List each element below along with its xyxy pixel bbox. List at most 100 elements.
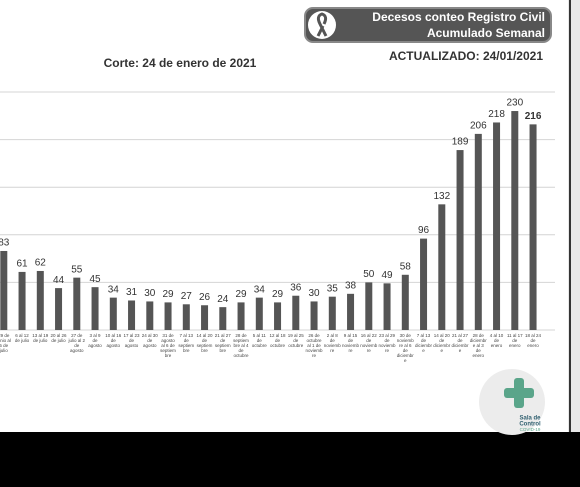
x-tick-label: 6 al 12 de julio (14, 333, 30, 343)
x-tick-label: 5 al 11 de octubre (251, 333, 267, 348)
x-tick-label: 30 de noviembre al 6 de diciembre (396, 333, 414, 363)
value-label: 62 (35, 258, 47, 269)
x-tick-label: 18 al 24 de enero (525, 333, 542, 348)
x-tick-label: 23 al 29 de noviembre (378, 333, 396, 353)
bar (36, 270, 44, 330)
bar (328, 296, 336, 330)
bar (109, 297, 117, 330)
cutoff-note: Corte: 24 de enero de 2021 (104, 56, 257, 70)
value-label: 29 (272, 289, 284, 300)
bar (219, 307, 227, 330)
x-tick-label: 13 al 19 de julio (32, 333, 49, 343)
x-tick-label: 12 al 18 de octubre (269, 333, 286, 348)
logo-circle (479, 369, 545, 435)
bar (383, 283, 391, 330)
bar (55, 288, 63, 330)
bar (493, 122, 501, 331)
logo-text: Control (519, 422, 541, 428)
x-tick-label: 29 de junio al 5 de julio (0, 333, 11, 353)
bar (0, 250, 8, 330)
value-label: 50 (363, 269, 375, 280)
value-label: 55 (71, 264, 83, 275)
bar (237, 302, 245, 330)
bar (511, 111, 519, 330)
bar (529, 124, 537, 330)
bar (456, 150, 464, 330)
x-tick-label: 14 al 20 de septiembre (196, 333, 213, 353)
value-label: 45 (89, 274, 101, 285)
bar (347, 293, 355, 330)
x-tick-label: 21 al 27 de septiembre (214, 333, 231, 353)
value-label: 49 (381, 270, 393, 281)
chart-subtitle: Acumulado Semanal (427, 26, 545, 40)
x-tick-label: 28 de diciembre al 3 de enero (469, 333, 487, 358)
value-label: 26 (199, 292, 211, 303)
value-label: 230 (506, 98, 523, 109)
x-tick-label: 3 al 9 de agosto (88, 333, 102, 348)
bottom-band (0, 432, 580, 487)
bar (420, 238, 428, 330)
value-label: 34 (254, 284, 266, 295)
value-label: 30 (308, 288, 320, 299)
chart-title: Decesos conteo Registro Civil (372, 10, 545, 24)
value-label: 31 (126, 287, 138, 298)
bar (292, 295, 300, 330)
value-label: 218 (488, 109, 505, 120)
bar (182, 304, 190, 330)
bar (365, 282, 373, 330)
logo-text: COVID-19 (520, 427, 541, 432)
value-label: 34 (108, 284, 120, 295)
x-tick-label: 19 al 25 de octubre (287, 333, 304, 348)
x-tick-label: 7 al 13 de diciembre (415, 333, 433, 353)
bar (474, 133, 482, 330)
bar (274, 302, 282, 330)
logo-text: Sala de (519, 416, 541, 422)
x-tick-label: 17 al 23 de agosto (123, 333, 140, 348)
updated-note: ACTUALIZADO: 24/01/2021 (389, 49, 543, 63)
x-tick-label: 7 al 13 de septiembre (178, 333, 195, 353)
bar (128, 300, 136, 330)
x-tick-label: 14 al 20 de diciembre (433, 333, 451, 353)
x-tick-label: 10 al 16 de agosto (105, 333, 122, 348)
x-tick-label: 31 de agosto al 6 de septiembre (160, 333, 176, 358)
x-tick-label: 26 de octubre al 1 de noviembre (305, 333, 323, 358)
x-tick-label: 16 al 22 de noviembre (360, 333, 378, 353)
x-tick-label: 2 al 8 de noviembre (323, 333, 341, 353)
bar (18, 271, 26, 330)
value-label: 35 (327, 283, 339, 294)
bar (73, 277, 81, 330)
x-tick-label: 24 al 30 de agosto (141, 333, 158, 348)
value-label: 61 (16, 259, 28, 270)
value-label: 189 (452, 137, 469, 148)
x-tick-label: 21 al 27 de diciembre (451, 333, 469, 353)
x-tick-label: 28 de septiembre al 4 de octubre (233, 333, 249, 358)
value-label: 96 (418, 225, 430, 236)
value-label: 29 (235, 289, 247, 300)
value-label: 58 (400, 261, 412, 272)
value-label: 216 (525, 111, 542, 122)
x-tick-label: 9 al 15 de noviembre (342, 333, 360, 353)
bar (401, 274, 409, 330)
bar (164, 302, 172, 330)
value-label: 83 (0, 238, 10, 249)
bar (146, 301, 154, 330)
logo-cross (504, 388, 534, 398)
value-label: 44 (53, 275, 65, 286)
x-tick-label: 27 de julio al 2 de agosto (68, 333, 86, 353)
header-box (304, 7, 552, 43)
bar (438, 204, 446, 330)
ribbon-icon (316, 12, 328, 37)
value-label: 36 (290, 282, 302, 293)
value-label: 38 (345, 280, 357, 291)
value-label: 132 (433, 191, 450, 202)
x-tick-label: 20 al 26 de julio (50, 333, 67, 343)
value-label: 29 (162, 289, 174, 300)
bar (310, 301, 318, 330)
bar (201, 305, 209, 330)
x-tick-label: 4 al 10 de enero (489, 333, 504, 348)
value-label: 24 (217, 294, 229, 305)
bar (91, 287, 99, 330)
x-tick-label: 11 al 17 de enero (506, 333, 523, 348)
